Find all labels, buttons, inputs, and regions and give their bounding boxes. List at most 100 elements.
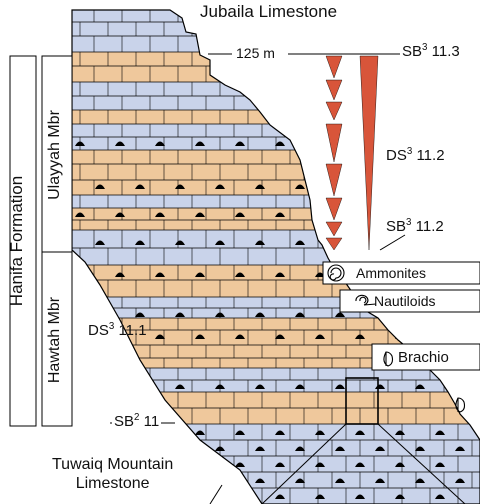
nodule-mark [155, 141, 165, 146]
nodule-mark [95, 184, 105, 189]
nodule-mark [415, 446, 425, 451]
nodule-mark [75, 141, 85, 146]
nodule-mark [435, 334, 445, 339]
ammonite-icon [327, 264, 345, 282]
nodule-mark [135, 240, 145, 245]
nodule-mark [455, 240, 465, 245]
red-triangle [325, 163, 343, 197]
nodule-mark [395, 212, 405, 217]
bottom-unit-line1: Tuwaiq Mountain [52, 456, 174, 473]
zoom-pointer-lines [209, 423, 466, 504]
nodule-mark [355, 212, 365, 217]
nodule-mark [315, 494, 325, 499]
nodule-mark [395, 462, 405, 467]
nodule-mark [375, 240, 385, 245]
red-triangle [325, 79, 343, 101]
nodule-mark [95, 312, 105, 317]
nodule-mark [75, 494, 85, 499]
nodule-mark [235, 141, 245, 146]
nodule-mark [115, 212, 125, 217]
upper-member-label: Ulayyah Mbr [46, 110, 63, 200]
nodule-mark [215, 240, 225, 245]
nodule-mark [415, 184, 425, 189]
nodule-mark [275, 334, 285, 339]
nodule-mark [95, 384, 105, 389]
nautiloids-box [339, 289, 480, 313]
formation-label: Hanifa Formation [7, 175, 26, 307]
nodule-mark [415, 478, 425, 483]
nodule-mark [215, 446, 225, 451]
nodule-mark [315, 212, 325, 217]
nodule-mark [275, 462, 285, 467]
nodule-mark [75, 334, 85, 339]
nodule-mark [255, 240, 265, 245]
nodule-mark [195, 272, 205, 277]
sb3-upper-label: SB3 11.3 [402, 42, 460, 60]
brachiopod-icon [383, 351, 394, 367]
nodule-mark [315, 334, 325, 339]
nodule-mark [135, 312, 145, 317]
nodule-mark [195, 212, 205, 217]
nodule-mark [295, 240, 305, 245]
nodule-mark [355, 462, 365, 467]
nodule-mark [295, 446, 305, 451]
ammonites-label: Ammonites [356, 265, 427, 281]
nodule-mark [415, 240, 425, 245]
red-triangle [325, 221, 343, 237]
nodule-mark [115, 430, 125, 435]
nodule-mark [355, 334, 365, 339]
sb3-mid-label: SB3 11.2 [386, 217, 444, 235]
nodule-mark [295, 312, 305, 317]
nodule-mark [135, 184, 145, 189]
nodule-mark [255, 312, 265, 317]
red-triangle [325, 197, 343, 221]
bottom-unit-line2: Limestone [75, 475, 150, 492]
nodule-mark [195, 494, 205, 499]
nodule-mark [155, 430, 165, 435]
nodule-mark [375, 184, 385, 189]
nodule-mark [175, 184, 185, 189]
nodule-mark [375, 312, 385, 317]
ds3-upper-label: DS3 11.2 [386, 146, 445, 164]
nodule-mark [135, 446, 145, 451]
nodule-mark [455, 478, 465, 483]
thickness-label: 125 m [236, 45, 275, 61]
nodule-mark [415, 384, 425, 389]
nodule-mark [335, 446, 345, 451]
red-triangle [325, 101, 343, 121]
nodule-mark [75, 212, 85, 217]
nodule-mark [235, 334, 245, 339]
nodule-mark [395, 430, 405, 435]
red-triangle [325, 237, 343, 251]
nodule-mark [355, 494, 365, 499]
nodule-mark [435, 494, 445, 499]
nautiloid-icon [355, 294, 377, 306]
red-triangle [325, 55, 343, 79]
nodule-mark [195, 462, 205, 467]
upper-member-box [41, 55, 73, 253]
nodule-mark [435, 462, 445, 467]
nautiloids-label: Nautiloids [374, 293, 436, 309]
nodule-mark [375, 446, 385, 451]
nodule-mark [115, 272, 125, 277]
nodule-mark [255, 446, 265, 451]
nodule-mark [195, 141, 205, 146]
nodule-mark [155, 272, 165, 277]
nodule-mark [175, 312, 185, 317]
nodule-mark [395, 141, 405, 146]
nodule-mark [455, 184, 465, 189]
nodule-mark [455, 384, 465, 389]
nodule-mark [275, 494, 285, 499]
bottom-unit-label: Tuwaiq Mountain Limestone [52, 455, 173, 493]
nodule-mark [395, 494, 405, 499]
nodule-mark [155, 334, 165, 339]
nodule-mark [435, 212, 445, 217]
nodule-mark [295, 184, 305, 189]
nodule-mark [315, 141, 325, 146]
nodule-mark [75, 430, 85, 435]
top-unit-label: Jubaila Limestone [200, 2, 338, 21]
nodule-mark [235, 212, 245, 217]
nodule-mark [115, 141, 125, 146]
nodule-mark [295, 478, 305, 483]
